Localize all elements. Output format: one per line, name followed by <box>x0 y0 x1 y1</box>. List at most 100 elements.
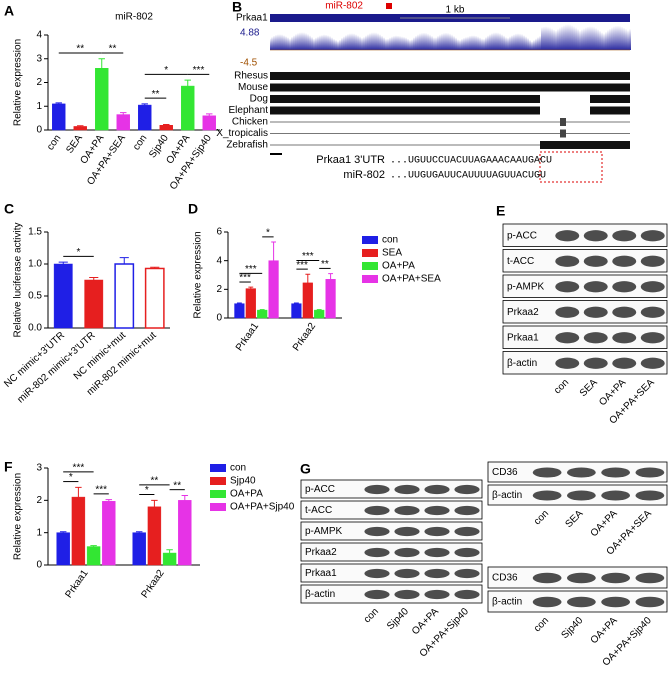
blot-band <box>454 527 479 536</box>
bar <box>117 115 130 130</box>
blot-band <box>641 307 665 318</box>
bar <box>178 500 191 565</box>
blot-band <box>555 256 579 267</box>
y-tick-label: 1 <box>36 527 42 538</box>
scale-label: 1 kb <box>446 5 465 16</box>
blot-row-label: p-ACC <box>305 484 335 495</box>
species-label: Mouse <box>238 82 268 93</box>
bar <box>160 125 173 130</box>
blot-band <box>584 230 608 241</box>
significance-label: *** <box>245 264 257 275</box>
row-rule <box>270 153 282 155</box>
blot-row-label: p-AMPK <box>507 281 545 292</box>
blot-row-label: β-actin <box>492 490 522 501</box>
error-bar <box>120 113 126 115</box>
bar <box>115 264 133 328</box>
bar <box>303 283 313 318</box>
blot-row-label: Prkaa2 <box>507 307 539 318</box>
blot-band <box>584 307 608 318</box>
blot-band <box>641 332 665 343</box>
blot-band <box>364 590 389 599</box>
blot-band <box>394 569 419 578</box>
alignment-row <box>270 84 630 92</box>
error-bar <box>166 550 172 553</box>
significance-label: * <box>145 485 149 496</box>
y-tick-label: 4 <box>36 30 42 41</box>
blot-band <box>641 230 665 241</box>
blot-row-label: CD36 <box>492 467 518 478</box>
legend-swatch <box>362 275 378 283</box>
blot-band <box>584 256 608 267</box>
blot-band <box>612 307 636 318</box>
error-bar <box>182 495 188 500</box>
blot-band <box>533 597 562 608</box>
legend-label: SEA <box>382 248 402 259</box>
bar <box>57 533 70 565</box>
bar <box>314 310 324 318</box>
track-min: -4.5 <box>240 58 258 69</box>
blot-band <box>584 358 608 369</box>
blot-band <box>612 358 636 369</box>
legend-swatch <box>362 236 378 244</box>
bar <box>326 279 336 318</box>
species-label: X_tropicalis <box>216 128 268 139</box>
blot-band <box>635 467 664 477</box>
blot-band <box>424 548 449 557</box>
blot-lane-label: SEA <box>578 377 600 399</box>
legend-label: OA+PA+SEA <box>382 274 441 285</box>
blot-band <box>454 590 479 599</box>
bar <box>146 268 164 328</box>
blot-band <box>454 548 479 557</box>
blot-band <box>394 485 419 494</box>
blot-band <box>612 281 636 292</box>
y-tick-label: 3 <box>36 53 42 64</box>
panel-label: C <box>4 201 14 217</box>
blot-band <box>424 485 449 494</box>
blot-row-label: Prkaa1 <box>305 568 337 579</box>
alignment-label: miR-802 <box>343 169 385 181</box>
blot-band <box>567 597 596 608</box>
blot-band <box>424 527 449 536</box>
error-bar <box>99 59 105 69</box>
legend-label: Sjp40 <box>230 476 256 487</box>
panel-label: A <box>4 3 14 19</box>
blot-row-label: β-actin <box>492 597 522 608</box>
blot-band <box>424 506 449 515</box>
significance-label: ** <box>321 259 329 270</box>
error-bar <box>59 262 68 264</box>
blot-band <box>635 597 664 608</box>
x-tick-label: con <box>45 133 63 153</box>
blot-band <box>454 569 479 578</box>
y-tick-label: 6 <box>216 227 222 238</box>
significance-label: ** <box>109 44 117 55</box>
alignment-row <box>270 72 630 80</box>
y-axis-label: Relative expression <box>13 39 24 126</box>
panel-label: E <box>496 203 505 219</box>
blot-band <box>641 256 665 267</box>
y-tick-label: 0 <box>216 313 222 324</box>
y-axis-label: Relative expression <box>13 473 24 560</box>
y-tick-label: 1 <box>36 101 42 112</box>
panel-label: D <box>188 201 198 217</box>
blot-band <box>533 467 562 477</box>
blot-row-label: p-AMPK <box>305 526 343 537</box>
blot-band <box>635 490 664 500</box>
blot-band <box>641 358 665 369</box>
blot-band <box>394 527 419 536</box>
blot-lane-label: SEA <box>563 508 585 530</box>
blot-band <box>584 281 608 292</box>
conservation-track <box>270 24 631 50</box>
x-tick-label: Prkaa2 <box>291 321 318 354</box>
blot-row-label: t-ACC <box>305 505 332 516</box>
blot-band <box>533 490 562 500</box>
bar <box>95 68 108 130</box>
error-bar <box>305 274 310 283</box>
alignment-sequence: ...UGUUCCUACUUAGAAACAAUGACU <box>390 156 552 167</box>
blot-lane-label: con <box>552 377 571 396</box>
y-tick-label: 1.0 <box>28 259 42 270</box>
bar <box>72 497 85 565</box>
blot-row-label: β-actin <box>507 358 537 369</box>
error-bar <box>206 114 212 116</box>
y-tick-label: 0.0 <box>28 323 42 334</box>
